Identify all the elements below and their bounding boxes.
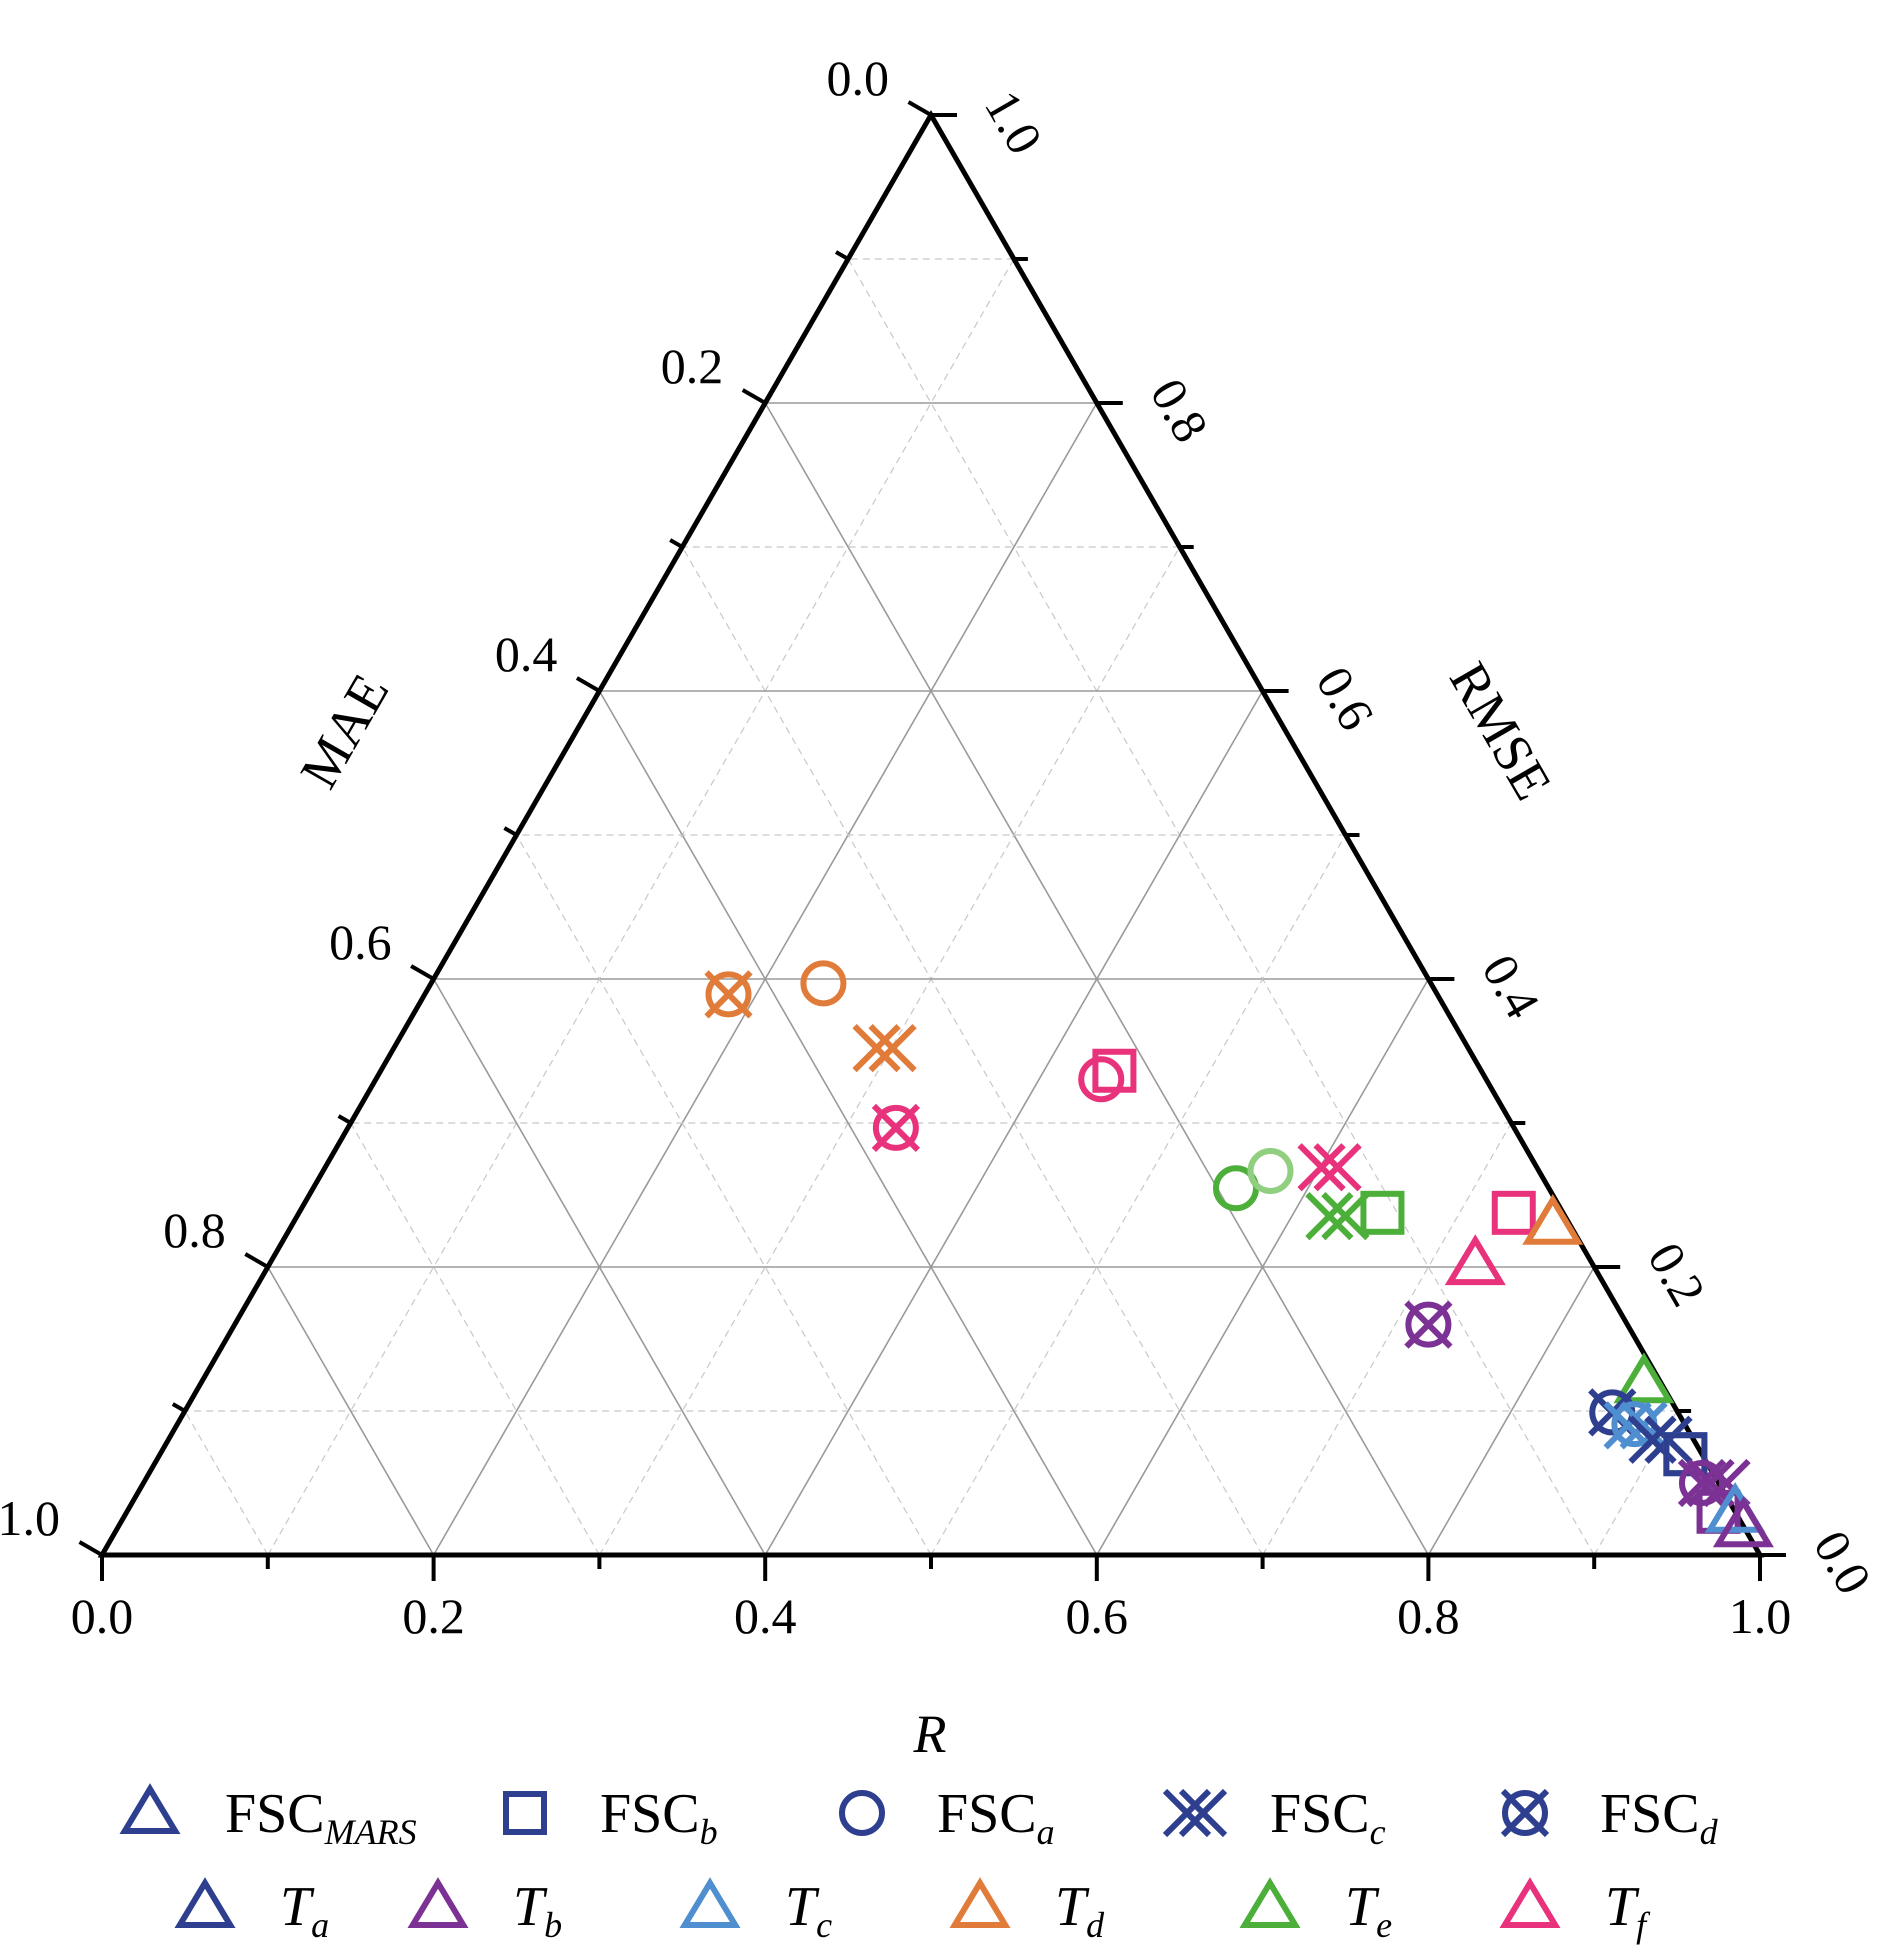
tick-mark — [834, 250, 850, 261]
tick-mark — [907, 100, 933, 117]
tick-label-bottom: 0.0 — [71, 1588, 134, 1644]
legend-marker-square — [503, 1791, 547, 1835]
legend-site-triangle — [1239, 1877, 1301, 1928]
legend-label: Te — [1345, 1876, 1392, 1945]
tick-label-right: 0.8 — [1140, 369, 1220, 451]
tick-label-right: 0.2 — [1637, 1233, 1717, 1315]
tick-label-right: 1.0 — [974, 81, 1054, 163]
data-point-Te-square — [1360, 1190, 1405, 1235]
tick-mark — [244, 1252, 269, 1269]
axis-title-right: RMSE — [1438, 652, 1563, 809]
tick-labels: 0.00.01.00.20.20.80.40.40.60.60.60.40.80… — [0, 50, 1883, 1644]
tick-label-left: 0.2 — [661, 338, 724, 394]
tick-label-bottom: 0.4 — [734, 1588, 797, 1644]
data-point-Tf-triangle — [1444, 1234, 1506, 1286]
data-point-Tf-double-cross — [1297, 1143, 1362, 1192]
tick-mark — [503, 826, 518, 837]
data-point-Te-triangle — [1613, 1352, 1675, 1404]
grid-line — [764, 690, 1264, 1556]
data-point-Td-triangle — [1522, 1193, 1584, 1245]
tick-label-right: 0.0 — [1803, 1521, 1883, 1603]
data-point-Tf-circle — [1078, 1056, 1125, 1103]
tick-label-bottom: 1.0 — [1729, 1588, 1792, 1644]
legend-label: FSCd — [1600, 1783, 1719, 1852]
legend-label: FSCc — [1270, 1783, 1386, 1852]
data-point-Tb-circle-cross — [1404, 1300, 1453, 1349]
grid-line — [681, 546, 1264, 1556]
legend-site-triangle — [407, 1877, 469, 1928]
legend: FSCMARS FSCb FSCa FSCc FSCd Ta Tb Tc Td Te Tf — [119, 1783, 1719, 1945]
tick-label-left: 0.6 — [329, 914, 392, 970]
tick-label-right: 0.4 — [1471, 945, 1551, 1027]
legend-site-triangle — [1499, 1877, 1561, 1928]
legend-site-triangle — [174, 1877, 236, 1928]
data-point-Td-double-cross — [852, 1023, 917, 1073]
tick-label-bottom: 0.6 — [1066, 1588, 1129, 1644]
tick-label-bottom: 0.2 — [402, 1588, 465, 1644]
data-point-Td-circle-cross — [704, 970, 753, 1019]
grid-line — [930, 834, 1347, 1556]
grid-line — [432, 978, 766, 1556]
tick-mark — [78, 1540, 104, 1557]
tick-label-bottom: 0.8 — [1397, 1588, 1460, 1644]
legend-label: FSCb — [600, 1783, 718, 1852]
data-point-Tf-square — [1491, 1190, 1536, 1235]
axis-title-bottom: R — [913, 1704, 947, 1764]
grid-line — [515, 834, 932, 1556]
axis-title-left: MAE — [288, 664, 400, 798]
legend-label: Tc — [785, 1876, 832, 1945]
grid-line — [1427, 1266, 1595, 1556]
data-point-Tc-double-cross — [1603, 1401, 1668, 1450]
legend-site-triangle — [679, 1877, 741, 1928]
data-point-Tf-circle-cross — [871, 1103, 920, 1153]
tick-mark — [171, 1402, 186, 1413]
legend-marker-circle — [839, 1790, 885, 1836]
grid-line — [1096, 978, 1430, 1556]
tick-mark — [337, 1114, 352, 1125]
tick-label-left: 0.4 — [495, 626, 558, 682]
legend-marker-circle-cross — [1500, 1788, 1550, 1838]
legend-label: Ta — [280, 1876, 329, 1945]
data-point-Td-circle — [800, 960, 847, 1007]
grid-line — [184, 1410, 269, 1556]
grid-line — [350, 1122, 600, 1556]
tick-label-left: 0.0 — [827, 50, 890, 106]
grid-lines — [184, 258, 1678, 1556]
grid-line — [267, 258, 1015, 1556]
legend-label: Tf — [1605, 1876, 1651, 1945]
grid-line — [267, 1266, 435, 1556]
tick-label-left: 0.8 — [163, 1202, 226, 1258]
tick-mark — [410, 964, 435, 981]
tick-label-right: 0.6 — [1306, 657, 1386, 739]
tick-label-left: 1.0 — [0, 1490, 60, 1546]
data-point-Tf-square — [1092, 1048, 1137, 1093]
legend-label: FSCMARS — [225, 1783, 417, 1852]
data-point-Te-double-cross — [1305, 1192, 1370, 1241]
grid-line — [847, 258, 1595, 1556]
tick-mark — [575, 676, 601, 693]
data-points — [704, 960, 1774, 1548]
legend-marker-double-cross — [1162, 1788, 1228, 1838]
legend-site-triangle — [949, 1877, 1011, 1928]
tick-marks — [78, 100, 1786, 1581]
tick-mark — [669, 538, 684, 549]
legend-marker-triangle — [119, 1783, 181, 1834]
legend-label: Tb — [513, 1876, 562, 1945]
legend-label: FSCa — [937, 1783, 1055, 1852]
data-point-Te_light-circle — [1247, 1148, 1294, 1194]
tick-mark — [741, 388, 767, 405]
data-point-Tb-triangle — [1712, 1496, 1774, 1548]
legend-label: Td — [1055, 1876, 1105, 1945]
